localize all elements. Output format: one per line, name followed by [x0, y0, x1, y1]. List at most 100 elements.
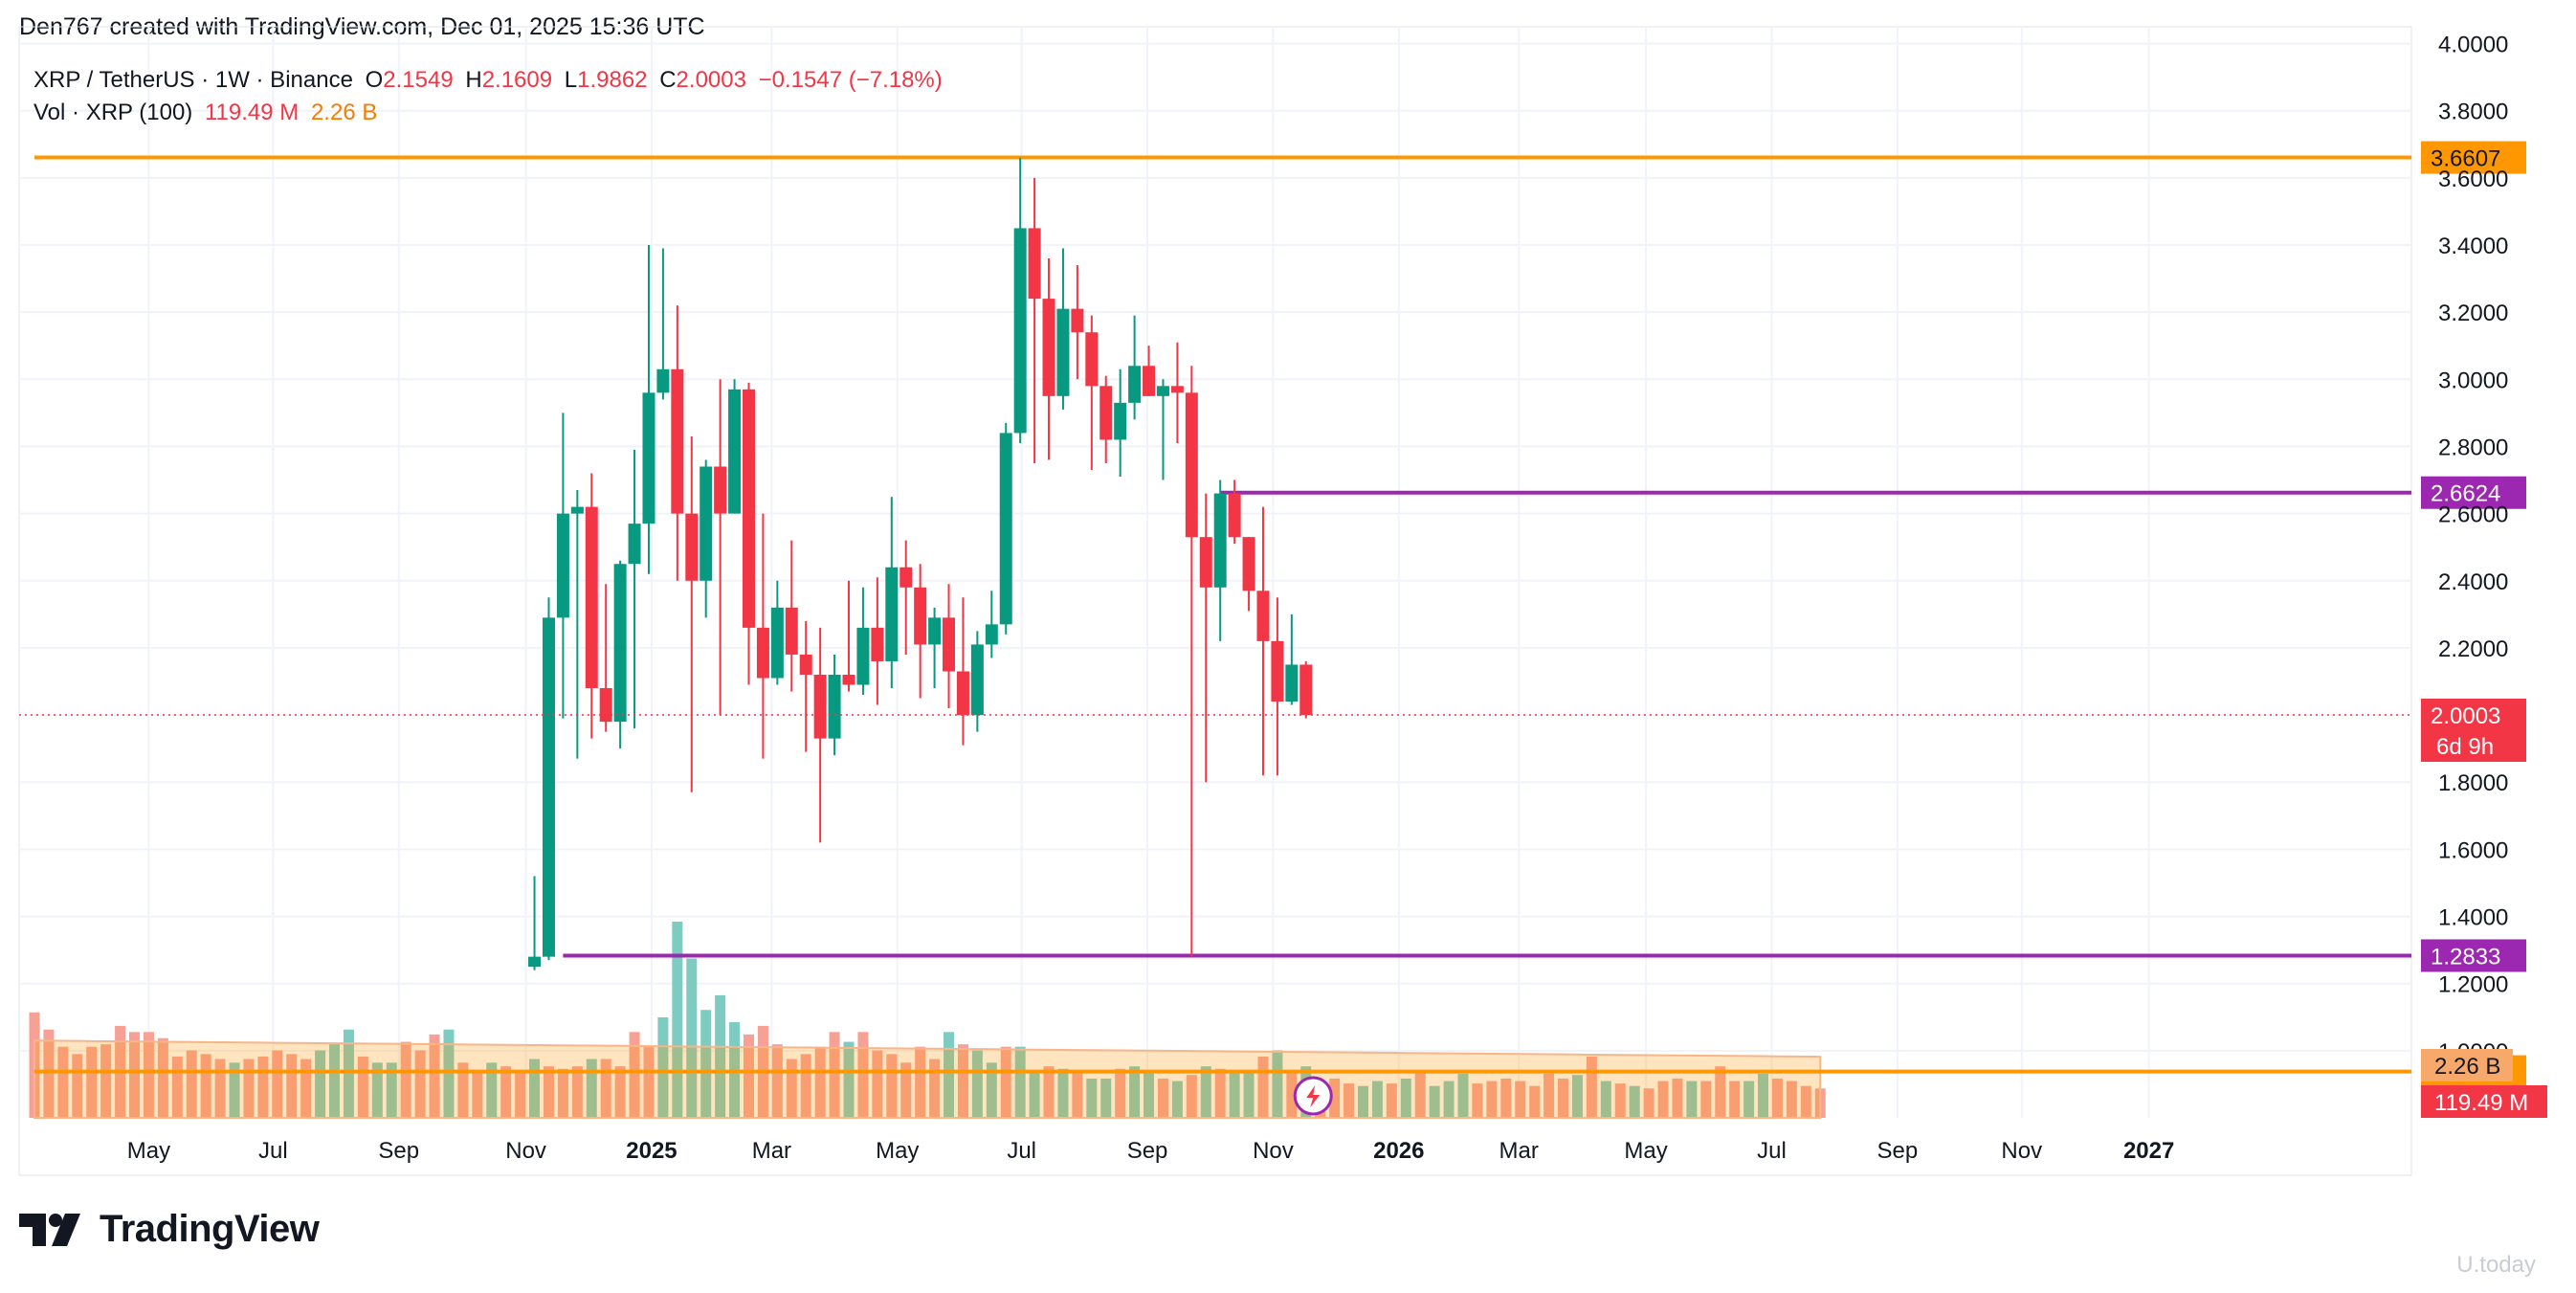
volume-bar	[872, 1050, 883, 1118]
candle-body[interactable]	[785, 607, 798, 655]
candle-body[interactable]	[1143, 366, 1156, 396]
volume-bar	[1286, 1071, 1298, 1118]
candle-body[interactable]	[528, 956, 542, 968]
candle-body[interactable]	[685, 513, 699, 581]
candle-body[interactable]	[1170, 386, 1184, 393]
x-axis-tick-label: May	[1624, 1138, 1667, 1164]
volume-bar	[1171, 1081, 1183, 1118]
candle-body[interactable]	[1285, 664, 1299, 702]
candle-body[interactable]	[1156, 386, 1169, 396]
candle-body[interactable]	[799, 654, 812, 675]
volume-bar	[1515, 1081, 1526, 1118]
y-axis-tick-label: 3.8000	[2438, 100, 2508, 125]
countdown-label: 6d 9h	[2436, 734, 2494, 760]
volume-bar	[1443, 1081, 1455, 1118]
volume-bar	[1400, 1079, 1411, 1118]
candle-body[interactable]	[613, 564, 627, 723]
volume-bar	[1086, 1079, 1098, 1118]
candle-body[interactable]	[756, 627, 769, 679]
volume-tag-label: 119.49 M	[2434, 1090, 2528, 1116]
candle-body[interactable]	[1085, 332, 1099, 387]
volume-bar	[257, 1056, 269, 1118]
volume-bar	[1758, 1073, 1769, 1118]
candle-body[interactable]	[856, 627, 870, 685]
candle-body[interactable]	[1056, 308, 1070, 396]
volume-bar	[900, 1062, 912, 1118]
y-axis-tick-label: 4.0000	[2438, 33, 2508, 58]
candle-body[interactable]	[1299, 664, 1313, 716]
volume-bar	[744, 1034, 754, 1118]
y-axis-tick-label: 2.2000	[2438, 636, 2508, 662]
candle-body[interactable]	[828, 674, 841, 739]
candle-body[interactable]	[1071, 308, 1084, 333]
candle-body[interactable]	[1256, 591, 1270, 641]
utoday-watermark: U.today	[2456, 1252, 2536, 1278]
volume-bar	[371, 1062, 383, 1118]
volume-title[interactable]: Vol · XRP (100)	[33, 100, 193, 125]
candle-body[interactable]	[770, 607, 784, 679]
candle-body[interactable]	[1013, 228, 1027, 434]
volume-bar	[629, 1032, 640, 1118]
candle-body[interactable]	[956, 671, 969, 716]
volume-bar	[357, 1056, 368, 1118]
candle-body[interactable]	[928, 617, 942, 645]
tradingview-logo[interactable]: TradingView	[19, 1208, 320, 1251]
volume-bar	[1386, 1083, 1397, 1118]
candle-body[interactable]	[656, 368, 670, 393]
chart-frame	[18, 26, 2412, 1176]
candle-body[interactable]	[556, 513, 569, 618]
candle-body[interactable]	[628, 524, 641, 565]
candle-body[interactable]	[999, 433, 1012, 625]
volume-bar	[857, 1032, 869, 1118]
candle-body[interactable]	[970, 644, 984, 716]
candle-body[interactable]	[1199, 537, 1212, 588]
candle-body[interactable]	[1271, 640, 1284, 702]
open-value: 2.1549	[383, 67, 454, 93]
candle-body[interactable]	[943, 617, 956, 672]
candle-body[interactable]	[700, 466, 713, 581]
volume-bar	[686, 958, 698, 1118]
x-axis-tick-label: Sep	[1877, 1138, 1919, 1164]
candle-body[interactable]	[885, 567, 899, 661]
candle-body[interactable]	[842, 674, 855, 685]
candle-body[interactable]	[1114, 402, 1127, 440]
tradingview-logo-icon	[19, 1213, 80, 1246]
candle-body[interactable]	[671, 368, 684, 514]
volume-bar	[1257, 1056, 1269, 1118]
volume-bar	[486, 1062, 498, 1118]
candle-body[interactable]	[985, 624, 998, 645]
candle-body[interactable]	[570, 506, 584, 514]
candle-body[interactable]	[871, 627, 884, 661]
candle-body[interactable]	[1042, 299, 1055, 396]
candle-body[interactable]	[585, 506, 598, 689]
candle-body[interactable]	[728, 389, 742, 514]
candle-body[interactable]	[899, 567, 913, 588]
x-axis-tick-label: Jul	[1007, 1138, 1036, 1164]
candle-body[interactable]	[714, 466, 727, 514]
volume-bar	[86, 1046, 98, 1118]
volume-bar	[1100, 1079, 1112, 1118]
volume-bar	[1014, 1046, 1026, 1118]
volume-bar	[57, 1046, 69, 1118]
candle-body[interactable]	[542, 617, 555, 957]
candle-body[interactable]	[743, 389, 755, 628]
candle-body[interactable]	[1242, 537, 1255, 591]
candle-body[interactable]	[1099, 386, 1113, 440]
y-axis-tick-label: 1.8000	[2438, 770, 2508, 796]
candle-body[interactable]	[813, 674, 827, 739]
candle-body[interactable]	[599, 688, 612, 723]
volume-bar	[786, 1059, 797, 1118]
volume-bar	[1057, 1068, 1069, 1118]
volume-bar	[543, 1066, 554, 1118]
volume-bar	[1043, 1066, 1055, 1118]
candle-body[interactable]	[1185, 392, 1198, 538]
candle-body[interactable]	[914, 587, 927, 645]
candle-body[interactable]	[1213, 493, 1227, 588]
candle-body[interactable]	[1028, 228, 1041, 300]
symbol-title[interactable]: XRP / TetherUS · 1W · Binance	[33, 67, 353, 93]
candle-body[interactable]	[642, 392, 655, 524]
candle-body[interactable]	[1128, 366, 1142, 403]
candle-body[interactable]	[1228, 493, 1241, 538]
